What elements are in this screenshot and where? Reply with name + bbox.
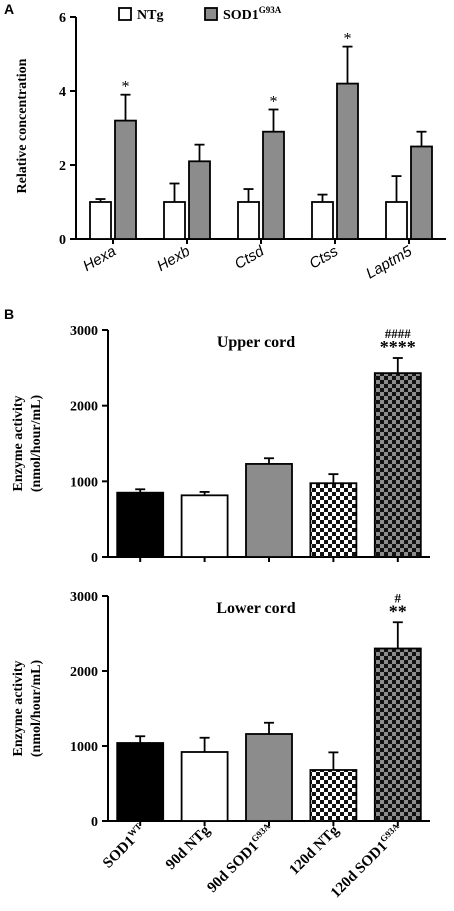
panel-a-bar — [163, 201, 186, 240]
panel-a-bar — [262, 130, 285, 240]
panel-b-x-tick-label: 90d SOD1G93A — [203, 821, 278, 896]
panel-a-bar — [114, 119, 137, 240]
panel-b-y-tick-label: 2000 — [70, 400, 98, 415]
panel-a-y-tick-label: 2 — [59, 159, 66, 174]
panel-a-significance: * — [122, 79, 130, 96]
panel-b-x-tick-label-main: 120d NTg — [286, 822, 342, 878]
panel-b-bar — [180, 494, 229, 558]
panel-a-bar — [385, 201, 408, 240]
panel-a-y-tick-label: 4 — [59, 85, 66, 100]
panel-b-significance-hash: # — [395, 590, 402, 605]
panel-b-chart-title: Lower cord — [216, 600, 295, 617]
legend-label-ntg: NTg — [137, 8, 163, 23]
panel-b-x-tick-label: 90d NTg — [163, 822, 214, 873]
panel-b-x-tick-label-main: 90d NTg — [163, 822, 214, 873]
panel-a-bar — [336, 82, 359, 240]
panel-a-bar — [237, 201, 260, 240]
legend-label-sod1: SOD1G93A — [223, 5, 282, 23]
panel-b-y-label-line2: (nmol/hour/mL) — [29, 395, 44, 493]
panel-a-y-label: Relative concentration — [15, 58, 30, 193]
panel-b-x-tick-label-main: SOD1 — [100, 833, 138, 871]
panel-b-bar — [116, 742, 165, 822]
panel-a-bar — [188, 160, 211, 240]
panel-b-y-tick-label: 1000 — [70, 740, 98, 755]
panel-a-significance: * — [344, 31, 352, 48]
panel-a-legend: NTg SOD1G93A — [118, 5, 282, 23]
panel-a-bar — [410, 145, 433, 240]
panel-b-y-label-line1: Enzyme activity — [11, 660, 26, 756]
panel-b-y-tick-label: 2000 — [70, 665, 98, 680]
panel-a-x-tick-label: Ctsd — [232, 242, 268, 272]
panel-a-bar — [311, 201, 334, 240]
panel-b-significance-star: **** — [380, 337, 416, 357]
panel-b-y-label-line2: (nmol/hour/mL) — [29, 660, 44, 758]
legend-label-sod1-main: SOD1 — [223, 8, 259, 23]
legend-swatch-sod1 — [204, 7, 218, 21]
legend-label-sod1-sup: G93A — [259, 5, 282, 15]
panel-b-y-label-line1: Enzyme activity — [11, 395, 26, 491]
panel-b-x-tick-label-main: 90d SOD1 — [204, 838, 262, 896]
panel-a-y-tick-label: 0 — [59, 233, 66, 248]
panel-a-x-tick-label: Ctss — [307, 242, 342, 272]
legend-swatch-ntg — [118, 7, 132, 21]
panel-b-y-tick-label: 3000 — [70, 590, 98, 605]
panel-a-x-tick-label: Hexb — [154, 243, 193, 275]
panel-a-x-tick-label: Laptm5 — [363, 242, 415, 282]
panel-a-x-tick-label: Hexa — [80, 243, 119, 275]
panel-a-bar — [89, 201, 112, 240]
panel-b-upper-cord-plot: 0 1000 2000 3000 Enzyme activity (nmol/hour/m… — [11, 324, 430, 566]
panel-b-bar — [180, 751, 229, 822]
panel-a-y-tick-label: 6 — [59, 11, 66, 26]
panel-b-lower-cord-plot: 0 1000 2000 3000 Enzyme activity (nmol/hour/m… — [11, 590, 430, 830]
panel-a-significance: * — [270, 94, 278, 111]
panel-b-x-tick-label: SOD1WT — [99, 821, 149, 871]
panel-b-significance-star: ** — [389, 601, 407, 621]
panel-a-plot: 0 2 4 6 * Hexa Hexb * Ctsd * Ctss Laptm5 — [59, 11, 446, 282]
panel-b-y-tick-label: 0 — [91, 815, 98, 830]
panel-b-y-tick-label: 1000 — [70, 475, 98, 490]
panel-b-bar — [245, 463, 293, 558]
panel-b-bar — [245, 733, 293, 822]
panel-b-significance-hash: #### — [385, 326, 412, 341]
panel-b-y-tick-label: 3000 — [70, 324, 98, 339]
panel-b-bar — [373, 372, 422, 558]
panel-b-chart-title: Upper cord — [217, 334, 295, 351]
panel-b-letter: B — [4, 306, 14, 322]
panel-b-bar — [373, 647, 422, 822]
panel-b-x-tick-label-main: 120d SOD1 — [328, 838, 391, 901]
panel-b-bar — [309, 482, 358, 558]
panel-b-bar — [116, 491, 165, 558]
panel-b-bar — [309, 769, 358, 822]
panel-b-x-tick-label: 120d NTg — [286, 822, 342, 878]
panel-a-letter: A — [4, 1, 14, 17]
panel-b-y-tick-label: 0 — [91, 551, 98, 566]
